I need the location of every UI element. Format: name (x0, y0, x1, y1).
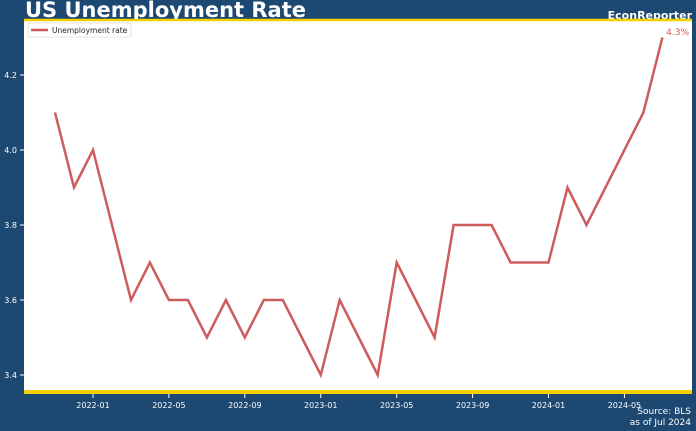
plot-area (24, 20, 692, 392)
y-tick-label: 3.4 (4, 371, 17, 380)
x-tick-label: 2023-01 (304, 401, 337, 410)
x-tick-label: 2023-05 (380, 401, 413, 410)
y-tick-label: 4.2 (4, 71, 17, 80)
source-note: Source: BLS as of Jul 2024 (630, 407, 691, 429)
x-tick-label: 2022-05 (152, 401, 185, 410)
chart-title: US Unemployment Rate (25, 0, 307, 22)
legend-box (27, 22, 132, 38)
last-value-label: 4.3% (666, 28, 689, 38)
source-text: Source: BLS (637, 407, 691, 417)
x-tick-label: 2023-09 (456, 401, 489, 410)
x-tick-label: 2024-01 (532, 401, 565, 410)
x-tick-label: 2022-09 (228, 401, 261, 410)
y-tick-label: 4.0 (4, 146, 17, 155)
legend-label: Unemployment rate (52, 26, 128, 35)
x-tick-label: 2024-05 (608, 401, 641, 410)
y-tick-label: 3.8 (4, 221, 17, 230)
as-of-text: as of Jul 2024 (629, 418, 691, 428)
y-tick-label: 3.6 (4, 296, 17, 305)
x-tick-label: 2022-01 (76, 401, 109, 410)
